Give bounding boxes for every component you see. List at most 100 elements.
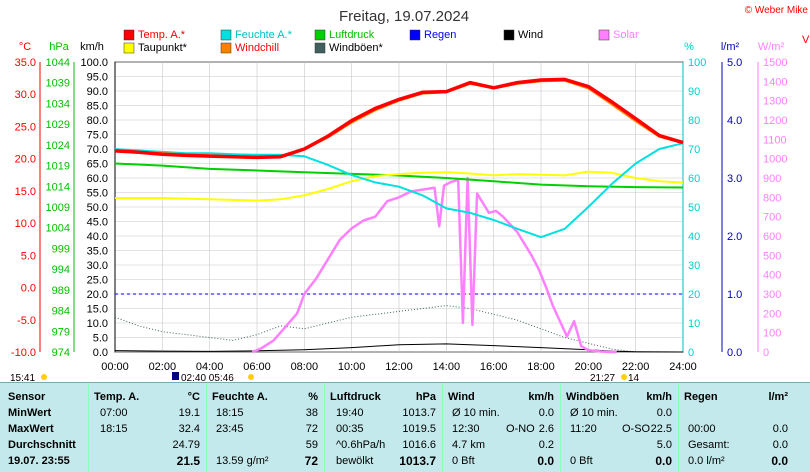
x-tick-label: 00:00 <box>101 361 129 373</box>
axis-tick-rain: 5.0 <box>727 57 742 69</box>
table-header: Windböen <box>566 391 620 403</box>
axis-tick-solar: 300 <box>763 289 781 301</box>
axis-titles: °C hPa km/h% l/m² W/m² <box>19 41 785 53</box>
axis-tick-rain: 0.0 <box>727 347 742 359</box>
legend-swatch <box>220 29 232 41</box>
legend-label: Feuchte A.* <box>235 29 293 41</box>
axis-tick-temp: 25.0 <box>15 121 36 133</box>
axis-tick-temp: 5.0 <box>21 250 36 262</box>
table-cell-temp-value: 32.4 <box>178 423 200 435</box>
table-cell-wind-time: 12:30 <box>452 423 480 435</box>
table-cell-wind-value: 0.0 <box>537 454 554 468</box>
axis-title-temp: °C <box>19 41 31 53</box>
axis-tick-solar: 1100 <box>763 134 787 146</box>
table-row-label: MinWert <box>8 407 52 419</box>
axis-tick-kmh: 15.0 <box>87 304 108 316</box>
axis-tick-kmh: 20.0 <box>87 289 108 301</box>
x-tick-label: 14:00 <box>433 361 461 373</box>
axis-tick-solar: 700 <box>763 212 781 224</box>
axis-tick-hpa: 999 <box>52 243 70 255</box>
sunset-icon <box>621 374 627 380</box>
axis-tick-pct: 20 <box>688 289 700 301</box>
legend-swatch <box>220 42 232 54</box>
table-row-label: MaxWert <box>8 423 54 435</box>
axis-tick-hpa: 1039 <box>46 78 70 90</box>
axis-tick-kmh: 10.0 <box>87 318 108 330</box>
axis-tick-rain: 3.0 <box>727 173 742 185</box>
table-cell-gust-time: 0 Bft <box>570 455 593 467</box>
axis-tick-kmh: 55.0 <box>87 188 108 200</box>
table-cell-wind-dir: O-NO <box>506 423 535 435</box>
legend-label: Solar <box>613 29 639 41</box>
axis-tick-kmh: 85.0 <box>87 101 108 113</box>
table-cell-wind-value: 0.0 <box>538 407 554 419</box>
legend-swatch <box>123 42 135 54</box>
axis-tick-solar: 1200 <box>763 115 787 127</box>
table-header: Temp. A. <box>94 391 140 403</box>
legend-swatch <box>598 29 610 41</box>
axis-tick-pct: 90 <box>688 86 700 98</box>
table-cell-press-value: 1013.7 <box>402 407 436 419</box>
axis-tick-rain: 1.0 <box>727 289 742 301</box>
axis-tick-temp: 0.0 <box>21 283 36 295</box>
axis-tick-pct: 70 <box>688 144 700 156</box>
axis-tick-kmh: 45.0 <box>87 217 108 229</box>
series-line-humidity <box>114 142 684 239</box>
x-tick-label: 22:00 <box>622 361 650 373</box>
table-header: l/m² <box>768 391 788 403</box>
axis-tick-hpa: 1034 <box>46 98 70 110</box>
x-axis-ticks: 00:00 02:00 04:00 06:00 08:00 10:00 12:00 14:00… <box>101 361 697 373</box>
table-cell-wind-time: 0 Bft <box>452 455 475 467</box>
x-tick-label: 24:00 <box>669 361 697 373</box>
legend-label: Regen <box>424 29 456 41</box>
legend-swatch <box>503 29 515 41</box>
axis-tick-kmh: 60.0 <box>87 173 108 185</box>
table-cell-press-time: ^0.6hPa/h <box>336 439 386 451</box>
table-cell-gust-time: Ø 10 min. <box>570 407 618 419</box>
axis-title-pct: % <box>684 41 694 53</box>
axis-tick-solar: 800 <box>763 192 781 204</box>
axis-tick-rain: 4.0 <box>727 115 742 127</box>
x-tick-label: 04:00 <box>196 361 224 373</box>
axis-tick-hpa: 974 <box>52 347 70 359</box>
table-header: °C <box>187 391 200 403</box>
table-header: Feuchte A. <box>212 391 268 403</box>
axis-tick-solar: 1000 <box>763 154 787 166</box>
table-cell-hum-value: 72 <box>305 423 318 435</box>
table-cell-gust-value: 0.0 <box>655 454 672 468</box>
sunrise-icon <box>248 374 254 380</box>
table-cell-hum-value: 38 <box>305 407 318 419</box>
end-marker-label: 14 <box>628 373 640 382</box>
legend-label: Temp. A.* <box>138 29 186 41</box>
table-header: Regen <box>684 391 718 403</box>
start-time-label: 15:41 <box>10 373 35 382</box>
table-cell-gust-value: 5.0 <box>656 439 672 451</box>
series-line-temp <box>114 77 684 160</box>
sunset-times-label: 21:27 <box>590 373 615 382</box>
x-tick-label: 20:00 <box>575 361 603 373</box>
axis-tick-hpa: 1029 <box>46 119 70 131</box>
axis-tick-kmh: 50.0 <box>87 202 108 214</box>
axis-tick-solar: 500 <box>763 250 781 262</box>
axis-tick-kmh: 35.0 <box>87 246 108 258</box>
legend-swatch <box>123 29 135 41</box>
axis-tick-kmh: 65.0 <box>87 159 108 171</box>
axis-tick-temp: -5.0 <box>17 315 36 327</box>
x-tick-label: 10:00 <box>338 361 366 373</box>
axis-tick-solar: 900 <box>763 173 781 185</box>
axis-title-kmh: km/h <box>80 41 104 53</box>
x-tick-label: 16:00 <box>480 361 508 373</box>
table-cell-rain-value: 0.0 <box>771 454 788 468</box>
axis-tick-kmh: 80.0 <box>87 115 108 127</box>
table-cell-wind-time: Ø 10 min. <box>452 407 500 419</box>
axis-tick-pct: 60 <box>688 173 700 185</box>
axis-title-solar: W/m² <box>758 41 785 53</box>
x-tick-label: 12:00 <box>385 361 413 373</box>
axis-tick-kmh: 90.0 <box>87 86 108 98</box>
table-separator <box>560 383 561 472</box>
axis-tick-temp: 35.0 <box>15 57 36 69</box>
axis-tick-solar: 1400 <box>763 76 787 88</box>
table-cell-hum-value: 72 <box>304 454 318 468</box>
table-separator <box>678 383 679 472</box>
